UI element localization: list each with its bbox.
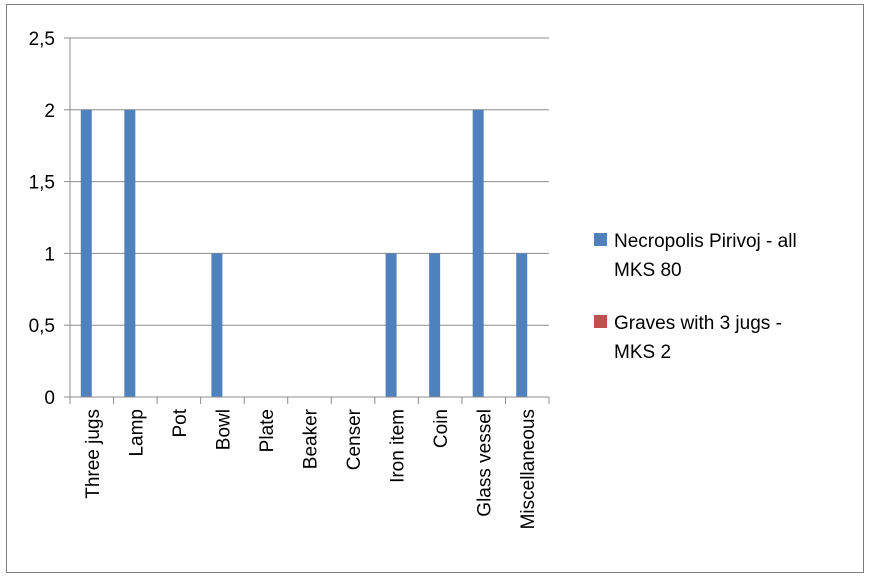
bar <box>429 253 441 397</box>
y-tick-label: 1,5 <box>29 173 55 194</box>
y-tick-label: 0 <box>44 388 55 409</box>
x-tick-label: Lamp <box>126 409 147 457</box>
x-tick-label: Plate <box>257 409 278 452</box>
x-tick-label: Beaker <box>301 408 322 469</box>
x-axis-tick-labels: Three jugs Lamp Pot Bowl Plate Beaker Censer Ir… <box>83 408 539 529</box>
y-tick-label: 2 <box>44 101 55 122</box>
x-tick-label: Miscellaneous <box>518 409 539 529</box>
bar <box>516 253 528 397</box>
legend: Necropolis Pirivoj - all MKS 80 Graves wit… <box>594 231 797 363</box>
bar <box>385 253 397 397</box>
x-tick-label: Coin <box>431 409 452 448</box>
legend-swatch <box>594 233 607 246</box>
legend-label: Graves with 3 jugs - <box>614 313 782 334</box>
bar <box>472 109 484 398</box>
x-tick-label: Bowl <box>213 409 234 450</box>
x-tick-label: Censer <box>344 408 365 470</box>
legend-label: MKS 2 <box>614 342 671 363</box>
y-tick-label: 0,5 <box>29 316 55 337</box>
x-tick-label: Iron item <box>388 409 409 483</box>
legend-swatch <box>594 315 607 328</box>
bars <box>80 109 528 398</box>
bar <box>80 109 92 398</box>
x-tick-label: Glass vessel <box>475 409 496 517</box>
bar <box>211 253 223 397</box>
x-tick-label: Three jugs <box>83 409 104 499</box>
gridlines <box>64 37 550 404</box>
legend-label: Necropolis Pirivoj - all <box>614 231 797 252</box>
y-tick-label: 1 <box>44 244 55 265</box>
y-axis-tick-labels: 0 0,5 1 1,5 2 2,5 <box>29 29 55 409</box>
axes <box>69 38 549 398</box>
y-tick-label: 2,5 <box>29 29 55 50</box>
x-tick-label: Pot <box>170 408 191 437</box>
bar <box>124 109 136 398</box>
legend-label: MKS 80 <box>614 260 682 281</box>
